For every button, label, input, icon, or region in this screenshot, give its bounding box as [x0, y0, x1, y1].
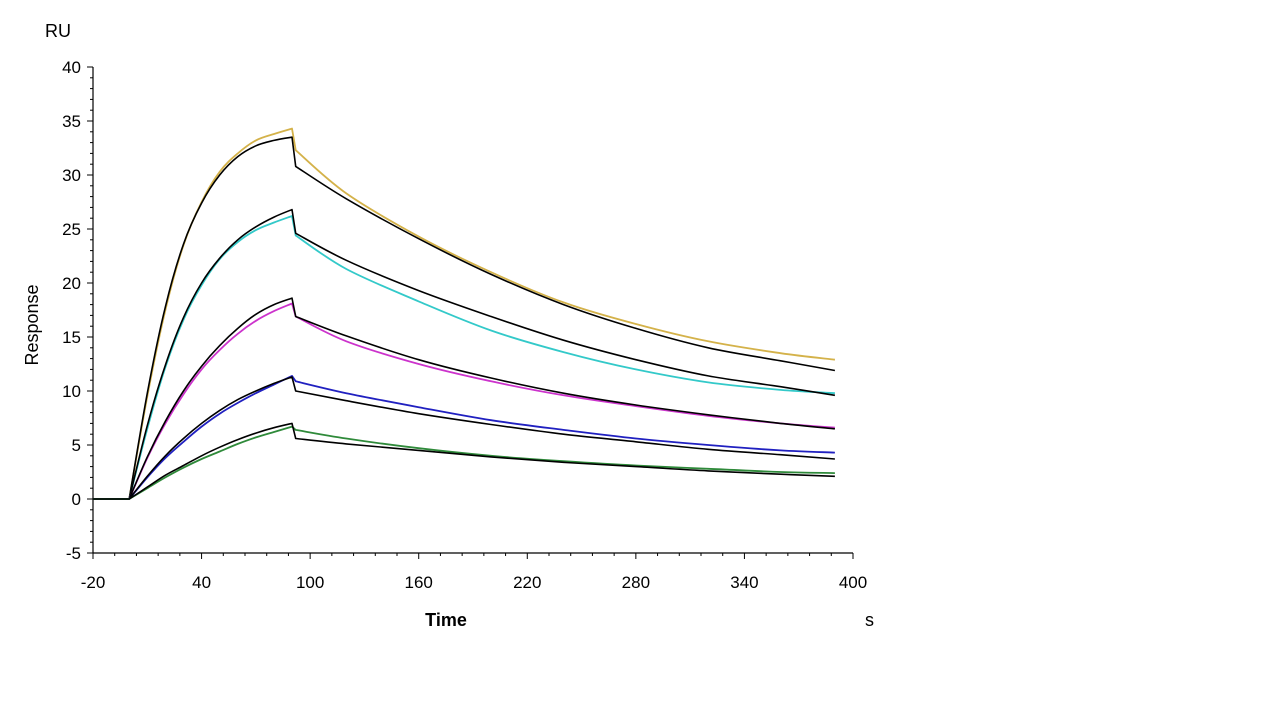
y-axis-title: Response — [22, 284, 42, 365]
axis-labels: RU Response Time s — [22, 21, 874, 630]
fit-curve-3 — [93, 208, 836, 500]
y-unit-label: RU — [45, 21, 71, 41]
measured-curve-0 — [93, 127, 836, 500]
measured-curve-6 — [93, 375, 835, 500]
fit-curve-9 — [93, 422, 835, 500]
measured-curve-4 — [93, 302, 835, 500]
x-tick-label: -20 — [81, 573, 106, 592]
y-tick-label: 15 — [62, 328, 81, 347]
axes: -5 0 5 10 15 20 25 30 35 40 -20 40 100 160 220 280 340 40… — [62, 58, 867, 592]
measured-curve-8 — [93, 425, 835, 500]
curves — [93, 127, 836, 500]
x-tick-label: 220 — [513, 573, 541, 592]
fit-curve-5 — [93, 297, 835, 500]
y-tick-label: 35 — [62, 112, 81, 131]
fit-curve-7 — [93, 376, 835, 500]
y-tick-label: 40 — [62, 58, 81, 77]
measured-curve-2 — [93, 215, 835, 500]
y-tick-label: 25 — [62, 220, 81, 239]
y-tick-label: 0 — [72, 490, 81, 509]
y-tick-label: -5 — [66, 544, 81, 563]
x-tick-label: 340 — [730, 573, 758, 592]
y-tick-label: 20 — [62, 274, 81, 293]
x-tick-label: 40 — [192, 573, 211, 592]
x-tick-label: 100 — [296, 573, 324, 592]
x-tick-label: 160 — [405, 573, 433, 592]
x-tick-label: 280 — [622, 573, 650, 592]
fit-curve-1 — [93, 136, 836, 500]
x-axis-title: Time — [425, 610, 467, 630]
y-tick-label: 30 — [62, 166, 81, 185]
x-unit-label: s — [865, 610, 874, 630]
y-tick-label: 5 — [72, 436, 81, 455]
x-tick-label: 400 — [839, 573, 867, 592]
y-tick-label: 10 — [62, 382, 81, 401]
